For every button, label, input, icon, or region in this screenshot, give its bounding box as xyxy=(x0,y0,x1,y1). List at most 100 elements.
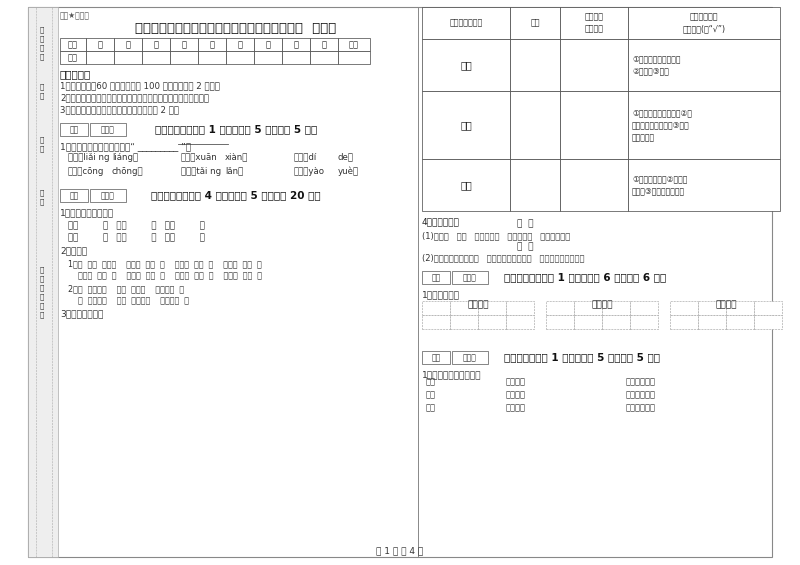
Bar xyxy=(170,51,198,64)
Text: 的确（dí: 的确（dí xyxy=(294,153,318,162)
Text: 扯（         ）   功（         ）   雄（         ）: 扯（ ） 功（ ） 雄（ ） xyxy=(68,221,205,230)
Bar xyxy=(282,51,310,64)
Text: 商量（liǎi ng: 商量（liǎi ng xyxy=(68,153,110,162)
Bar xyxy=(254,51,282,64)
Text: 九: 九 xyxy=(322,40,326,49)
Text: 号: 号 xyxy=(40,54,44,60)
Bar xyxy=(422,39,510,91)
Text: 1、考试时间：60 分钟，满分为 100 分（含卷面分 2 分）。: 1、考试时间：60 分钟，满分为 100 分（含卷面分 2 分）。 xyxy=(60,81,220,90)
Bar xyxy=(698,315,726,329)
Text: 考试须知：: 考试须知： xyxy=(60,69,91,79)
Bar xyxy=(560,39,628,91)
Text: 绚丽（xuān: 绚丽（xuān xyxy=(181,153,218,162)
Bar xyxy=(510,159,560,211)
Text: de）: de） xyxy=(338,153,354,162)
Text: 四、连一连（共 1 大题，每题 5 分，共计 5 分）: 四、连一连（共 1 大题，每题 5 分，共计 5 分） xyxy=(504,352,660,362)
Text: 探出头来: 探出头来 xyxy=(506,390,526,399)
Bar xyxy=(628,7,780,39)
Text: 除部首外
还有几画: 除部首外 还有几画 xyxy=(585,12,603,34)
Text: 三、识字辨字（共 1 大题，每题 6 分，共计 6 分）: 三、识字辨字（共 1 大题，每题 6 分，共计 6 分） xyxy=(504,272,666,282)
Text: 一: 一 xyxy=(98,40,102,49)
Bar xyxy=(422,351,450,364)
Text: 证: 证 xyxy=(40,45,44,51)
Bar xyxy=(338,38,370,51)
Text: 像春天的眉毛: 像春天的眉毛 xyxy=(626,377,656,386)
Text: （: （ xyxy=(40,285,44,292)
Bar xyxy=(546,301,574,315)
Text: 五: 五 xyxy=(210,40,214,49)
Text: 准: 准 xyxy=(40,27,44,33)
Text: ①态度严谨而有礼貌；②尊
重；有礼貌地对待；③有礼
貌地献上。: ①态度严谨而有礼貌；②尊 重；有礼貌地对待；③有礼 貌地献上。 xyxy=(632,108,692,142)
Bar xyxy=(670,301,698,315)
Text: 得分: 得分 xyxy=(431,353,441,362)
Text: 1、抄写词语。: 1、抄写词语。 xyxy=(422,290,460,299)
Bar xyxy=(114,38,142,51)
Text: 七: 七 xyxy=(266,40,270,49)
Bar xyxy=(86,38,114,51)
Text: ①安定，安乐；②富裕，
丰盛；③身体健壮无病。: ①安定，安乐；②富裕， 丰盛；③身体健壮无病。 xyxy=(632,174,687,195)
Bar xyxy=(422,91,510,159)
Bar xyxy=(450,301,478,315)
Text: 绝密★启用前: 绝密★启用前 xyxy=(60,11,90,20)
Text: 处  外: 处 外 xyxy=(517,242,534,251)
Text: 一朵两朵: 一朵两朵 xyxy=(506,377,526,386)
Bar xyxy=(560,91,628,159)
Text: 长沙市实验小学二年级语文下学期期中考试试题  含答案: 长沙市实验小学二年级语文下学期期中考试试题 含答案 xyxy=(135,22,337,35)
Text: ①清除阻塞，使界通；
②分散；③稀。: ①清除阻塞，使界通； ②分散；③稀。 xyxy=(632,54,681,76)
Text: 班: 班 xyxy=(40,137,44,144)
Text: 2、填空。: 2、填空。 xyxy=(60,246,87,255)
Text: 学: 学 xyxy=(40,190,44,196)
Bar xyxy=(698,301,726,315)
Text: 六: 六 xyxy=(238,40,242,49)
Bar xyxy=(422,271,450,284)
Bar xyxy=(422,159,510,211)
Text: 4、选字填空。: 4、选字填空。 xyxy=(422,217,460,226)
Text: 镇: 镇 xyxy=(40,276,44,282)
Text: 火药（yào: 火药（yào xyxy=(294,167,325,176)
Text: 得分: 得分 xyxy=(68,53,78,62)
Bar xyxy=(90,189,126,202)
Bar xyxy=(628,91,780,159)
Bar xyxy=(254,38,282,51)
Text: 总分: 总分 xyxy=(349,40,359,49)
Bar xyxy=(60,38,86,51)
Text: 疆导: 疆导 xyxy=(460,60,472,70)
Bar xyxy=(60,51,86,64)
Text: 题号: 题号 xyxy=(68,40,78,49)
Text: 3、不要在试卷上乱写乱画，卷面不整洁才 2 分。: 3、不要在试卷上乱写乱画，卷面不整洁才 2 分。 xyxy=(60,105,179,114)
Bar xyxy=(560,159,628,211)
Text: 1、阅读拾贝，我会连。: 1、阅读拾贝，我会连。 xyxy=(422,370,482,379)
Bar xyxy=(478,301,506,315)
Text: 级: 级 xyxy=(40,146,44,153)
Text: 名: 名 xyxy=(40,93,44,99)
Bar xyxy=(478,315,506,329)
Text: 像春天的琴声: 像春天的琴声 xyxy=(626,403,656,412)
Text: 部首: 部首 xyxy=(530,19,540,28)
Text: 给加点字选择
正确解释(打“√”): 给加点字选择 正确解释(打“√”) xyxy=(682,12,726,34)
Text: 校: 校 xyxy=(40,199,44,205)
Text: 得分: 得分 xyxy=(70,125,78,134)
Bar xyxy=(602,301,630,315)
Bar xyxy=(510,7,560,39)
Text: 2、请首先按要求在试卷的指定位置填写您的姓名、班级、学号。: 2、请首先按要求在试卷的指定位置填写您的姓名、班级、学号。 xyxy=(60,93,209,102)
Bar xyxy=(86,51,114,64)
Text: 评卷人: 评卷人 xyxy=(463,353,477,362)
Text: 需要查的加点字: 需要查的加点字 xyxy=(450,19,482,28)
Bar xyxy=(630,301,658,315)
Text: 四: 四 xyxy=(182,40,186,49)
Text: 评卷人: 评卷人 xyxy=(463,273,477,282)
Bar xyxy=(422,301,450,315)
Bar xyxy=(602,315,630,329)
Text: 第 1 页 共 4 页: 第 1 页 共 4 页 xyxy=(376,546,424,555)
Text: 街: 街 xyxy=(40,294,44,301)
Bar xyxy=(226,38,254,51)
Text: (1)我的（   ）（   ）喜欢唱（   ），她的（   ）声真好听！: (1)我的（ ）（ ）喜欢唱（ ），她的（ ）声真好听！ xyxy=(422,231,570,240)
Text: 粉（         ）   助（         ）   横（         ）: 粉（ ） 助（ ） 横（ ） xyxy=(68,233,205,242)
Bar xyxy=(510,91,560,159)
Text: yuè）: yuè） xyxy=(338,166,359,176)
Bar xyxy=(574,301,602,315)
Text: 评卷人: 评卷人 xyxy=(101,125,115,134)
Bar xyxy=(142,38,170,51)
Bar xyxy=(170,38,198,51)
Bar xyxy=(226,51,254,64)
